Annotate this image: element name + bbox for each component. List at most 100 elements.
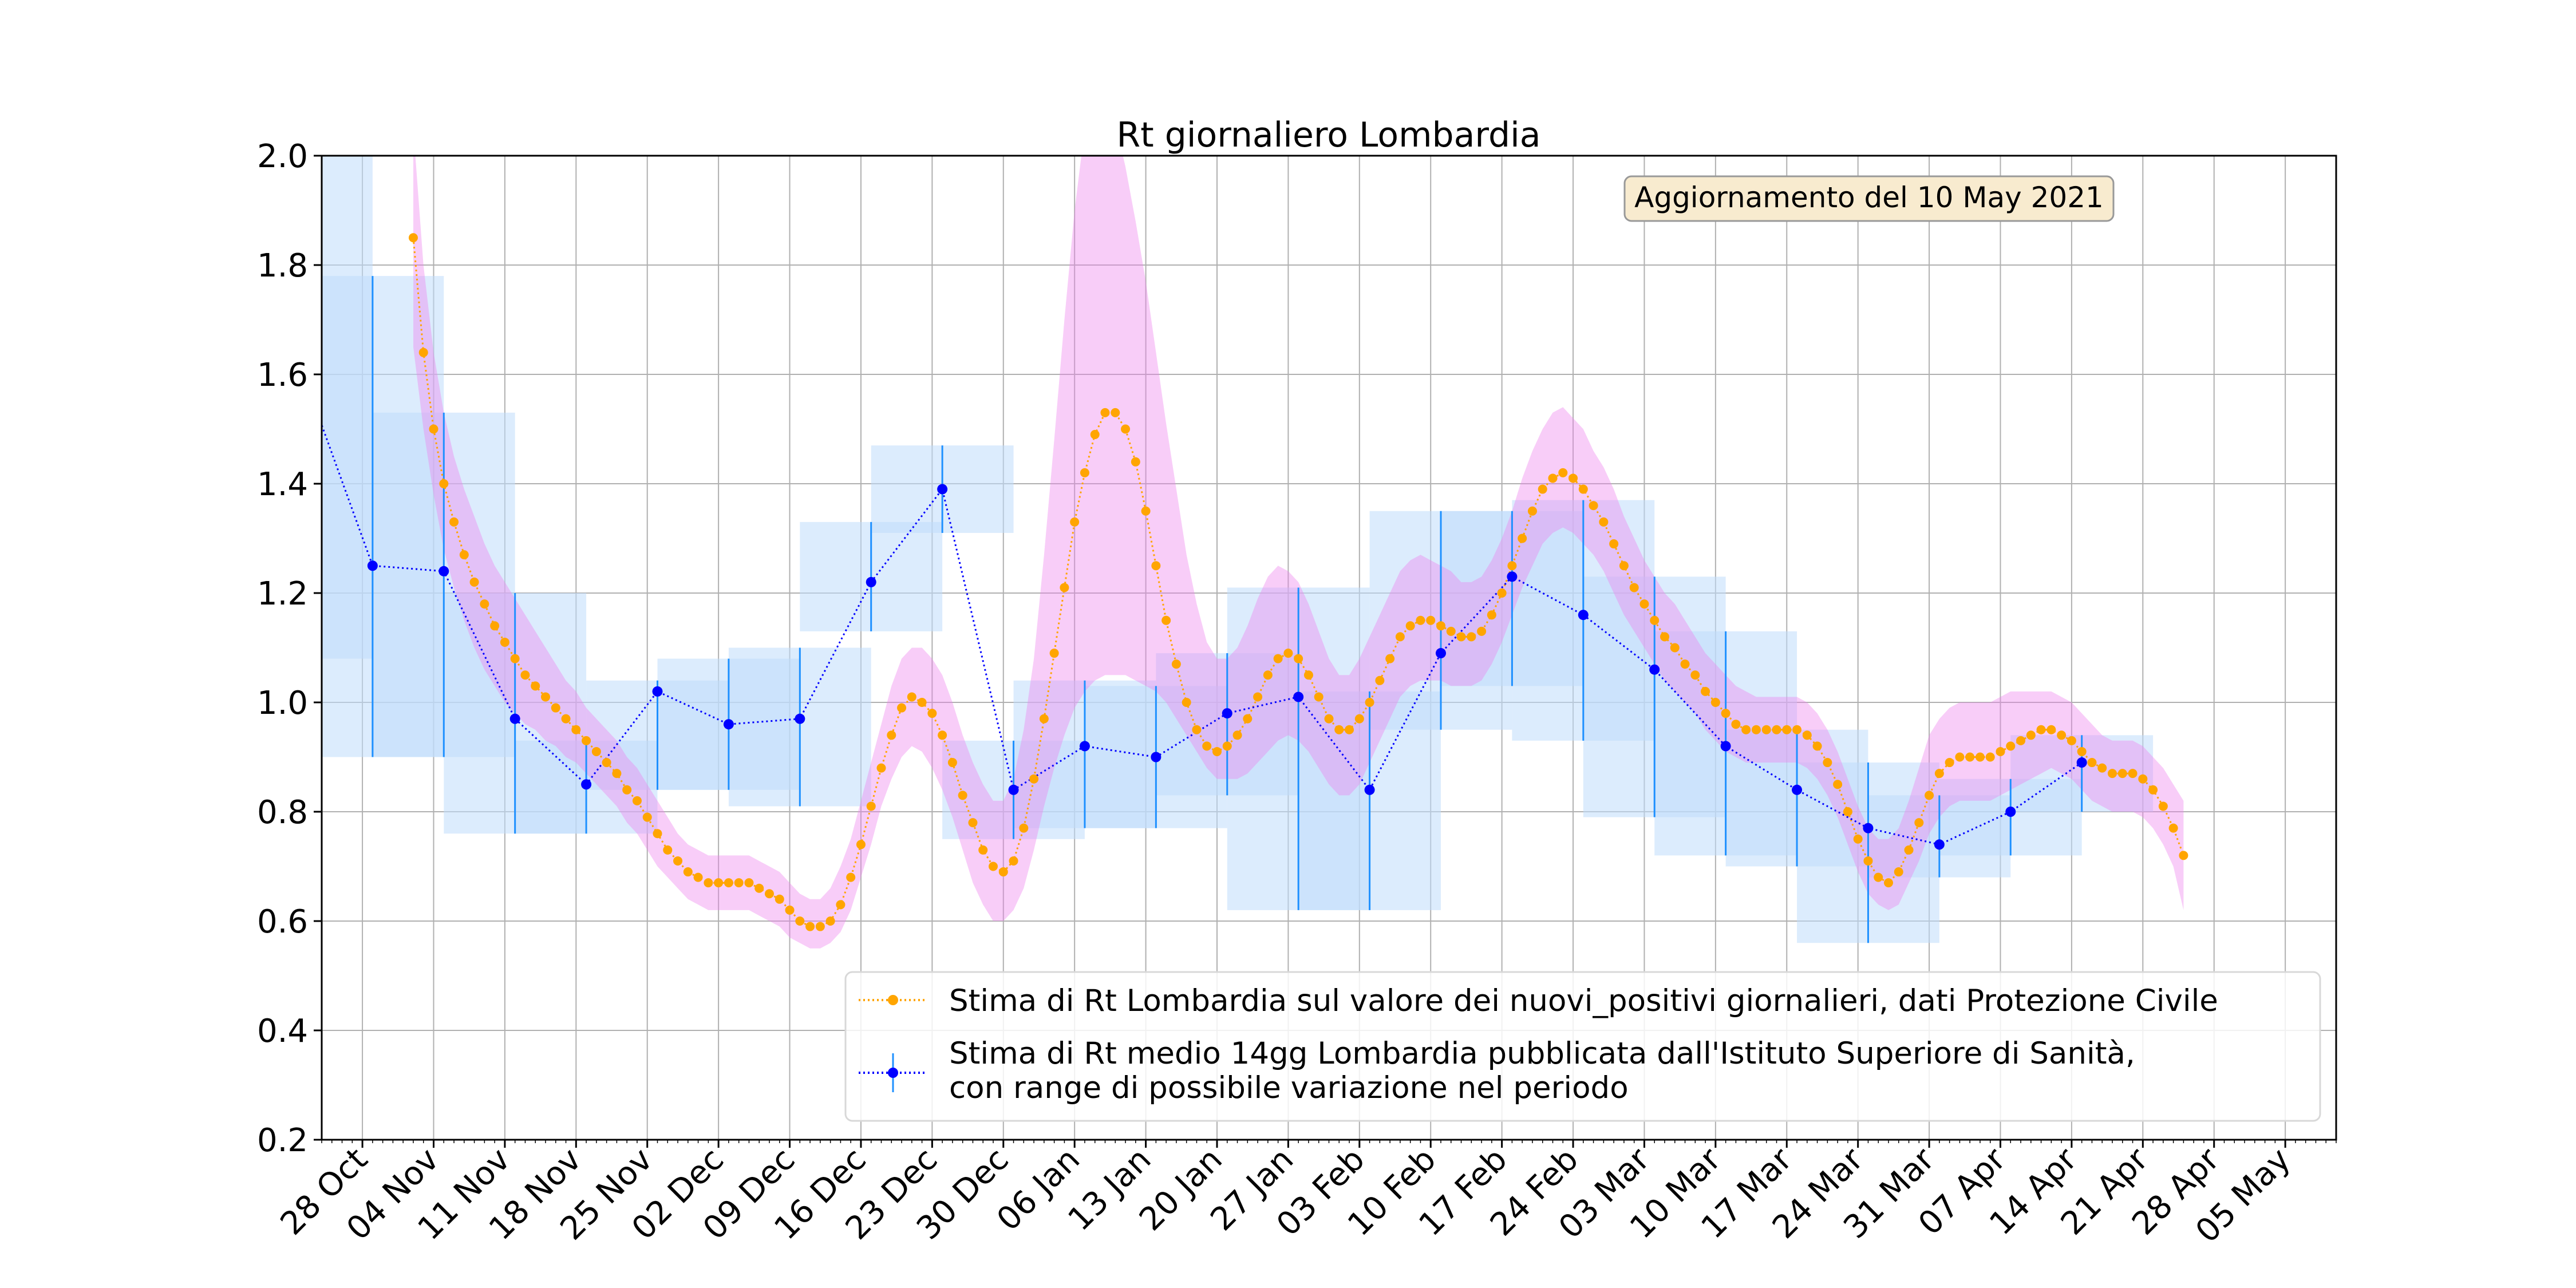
daily-point (551, 703, 560, 713)
daily-point (541, 692, 550, 702)
daily-point (1416, 615, 1425, 625)
daily-point (1345, 725, 1354, 734)
daily-point (1568, 473, 1578, 483)
iss-point (1079, 741, 1090, 752)
daily-point (1232, 730, 1242, 740)
daily-point (1100, 408, 1110, 417)
series-points (367, 233, 2188, 931)
iss-point (509, 713, 520, 724)
daily-point (612, 769, 622, 779)
daily-point (490, 621, 500, 631)
daily-point (998, 867, 1008, 877)
daily-point (1823, 758, 1832, 768)
daily-point (429, 424, 438, 434)
daily-point (418, 347, 428, 357)
y-tick-label: 1.2 (257, 575, 308, 613)
daily-point (622, 785, 632, 795)
daily-point (1467, 632, 1476, 642)
daily-point (775, 894, 784, 904)
daily-point (1619, 561, 1629, 571)
daily-point (1192, 725, 1202, 734)
daily-point (1578, 484, 1588, 494)
daily-point (1863, 856, 1873, 866)
daily-point (1487, 610, 1496, 620)
daily-point (1792, 725, 1802, 734)
daily-point (1446, 626, 1456, 636)
daily-point (1436, 621, 1445, 631)
daily-point (561, 714, 571, 724)
chart-title: Rt giornaliero Lombardia (1116, 115, 1540, 155)
daily-point (571, 725, 581, 734)
daily-point (1884, 878, 1893, 888)
daily-point (1019, 823, 1029, 833)
legend-iss-label-line1: Stima di Rt medio 14gg Lombardia pubblic… (949, 1036, 2135, 1071)
daily-point (1558, 468, 1568, 477)
daily-point (1914, 818, 1924, 828)
daily-point (1365, 698, 1374, 707)
y-tick-label: 1.0 (257, 685, 308, 722)
daily-point (1538, 484, 1547, 494)
daily-point (724, 878, 733, 888)
daily-point (1253, 692, 1263, 702)
daily-point (459, 550, 469, 560)
daily-point (1772, 725, 1781, 734)
daily-point (653, 829, 662, 839)
legend-daily-label: Stima di Rt Lombardia sul valore dei nuo… (949, 983, 2218, 1018)
update-annotation-box (1623, 175, 2115, 222)
daily-point (2179, 851, 2188, 860)
daily-point (1548, 473, 1558, 483)
daily-point (2016, 736, 2026, 745)
daily-point (1527, 506, 1537, 516)
daily-point (1945, 758, 1954, 768)
daily-point (683, 867, 693, 877)
daily-point (2077, 746, 2087, 756)
daily-point (714, 878, 724, 888)
daily-point (1243, 714, 1253, 724)
daily-point (1222, 741, 1232, 751)
daily-point (978, 845, 988, 855)
daily-point (1670, 643, 1680, 653)
daily-point (1985, 752, 1995, 762)
daily-point (439, 479, 449, 488)
daily-point (1934, 769, 1944, 779)
daily-point (897, 703, 907, 713)
legend-iss-label-line2: con range di possibile variazione nel pe… (949, 1070, 1629, 1105)
daily-point (1477, 626, 1487, 636)
daily-point (1731, 720, 1741, 729)
daily-point (825, 916, 835, 926)
daily-point (917, 698, 927, 707)
daily-point (805, 922, 815, 931)
daily-point (1741, 725, 1751, 734)
daily-point (2067, 736, 2076, 745)
iss-point (2005, 807, 2016, 817)
daily-point (1690, 670, 1700, 680)
legend-daily-marker (888, 995, 898, 1005)
update-annotation-text: Aggiornamento del 10 May 2021 (1634, 181, 2104, 214)
daily-point (2087, 758, 2097, 768)
daily-point (480, 599, 489, 609)
daily-point (1070, 517, 1080, 527)
daily-point (1182, 698, 1191, 707)
daily-point (1314, 692, 1323, 702)
daily-point (1151, 561, 1161, 571)
iss-point (1293, 692, 1304, 702)
daily-point (1680, 659, 1690, 669)
daily-point (520, 670, 530, 680)
daily-point (2158, 801, 2168, 811)
daily-point (1721, 709, 1730, 718)
daily-point (1111, 408, 1120, 417)
iss-point (795, 713, 805, 724)
daily-point (510, 654, 520, 663)
iss-point (1364, 784, 1375, 795)
daily-point (632, 796, 642, 805)
iss-point (1934, 839, 1945, 850)
daily-point (2057, 730, 2067, 740)
daily-point (968, 818, 978, 828)
daily-point (1212, 746, 1222, 756)
daily-point (734, 878, 744, 888)
daily-point (2006, 741, 2016, 751)
daily-point (927, 709, 937, 718)
y-tick-label: 0.6 (257, 903, 308, 941)
daily-point (1334, 725, 1344, 734)
daily-point (1202, 741, 1212, 751)
